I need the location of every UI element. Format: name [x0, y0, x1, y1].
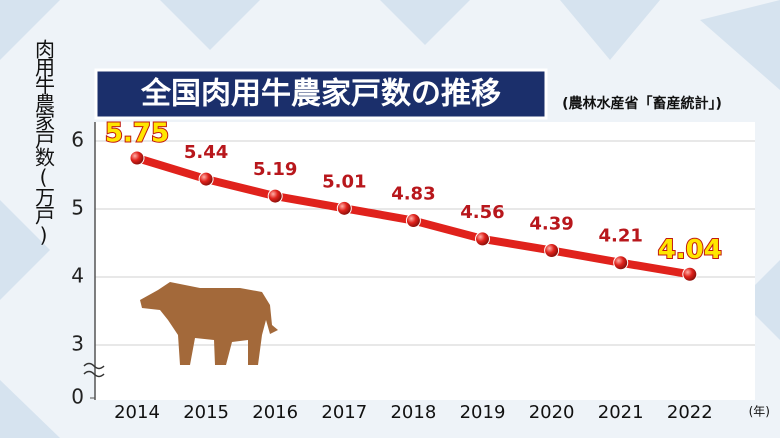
data-label: 4.21 [598, 226, 642, 247]
data-label: 4.39 [529, 213, 573, 234]
x-tick-label: 2016 [252, 402, 298, 423]
y-tick-label: 6 [71, 128, 84, 152]
data-point [198, 171, 214, 187]
data-point [475, 231, 490, 247]
y-tick-label: 3 [71, 332, 84, 356]
x-tick-label: 2020 [529, 402, 575, 423]
x-tick-label: 2022 [667, 402, 713, 423]
data-point [613, 255, 629, 271]
y-tick-label: 0 [71, 385, 84, 409]
data-label: 4.56 [460, 202, 504, 223]
title-box [94, 68, 548, 120]
cow-illustration [140, 282, 278, 365]
x-unit: (年) [749, 405, 770, 419]
axis-break [83, 362, 105, 378]
y-axis-title-text: 肉用牛農家戸数(万戸) [32, 39, 56, 245]
data-label: 5.44 [184, 142, 228, 163]
grid [90, 140, 755, 399]
y-axis-title: 肉用牛農家戸数(万戸) [32, 39, 56, 245]
data-point [544, 242, 560, 258]
data-point [682, 266, 698, 282]
y-tick-label: 5 [71, 196, 84, 220]
y-tick-label: 4 [71, 264, 84, 288]
data-label-highlight: 4.04 [658, 235, 722, 265]
source: (農林水産省「畜産統計」) [562, 95, 722, 112]
x-tick-label: 2017 [321, 402, 367, 423]
plot-area [95, 122, 755, 400]
data-point [129, 150, 145, 166]
x-tick-label: 2018 [390, 402, 436, 423]
data-point [336, 200, 352, 216]
data-point [267, 188, 283, 204]
x-tick-label: 2021 [598, 402, 644, 423]
x-tick-label: 2015 [183, 402, 229, 423]
x-tick-label: 2019 [460, 402, 506, 423]
x-tick-label: 2014 [114, 402, 160, 423]
data-label: 4.83 [391, 184, 435, 205]
data-label: 5.01 [322, 171, 366, 192]
data-label: 5.19 [253, 159, 297, 180]
data-point [405, 213, 421, 229]
chart-title: 全国肉用牛農家戸数の推移 [140, 77, 501, 112]
data-label-highlight: 5.75 [105, 119, 169, 149]
